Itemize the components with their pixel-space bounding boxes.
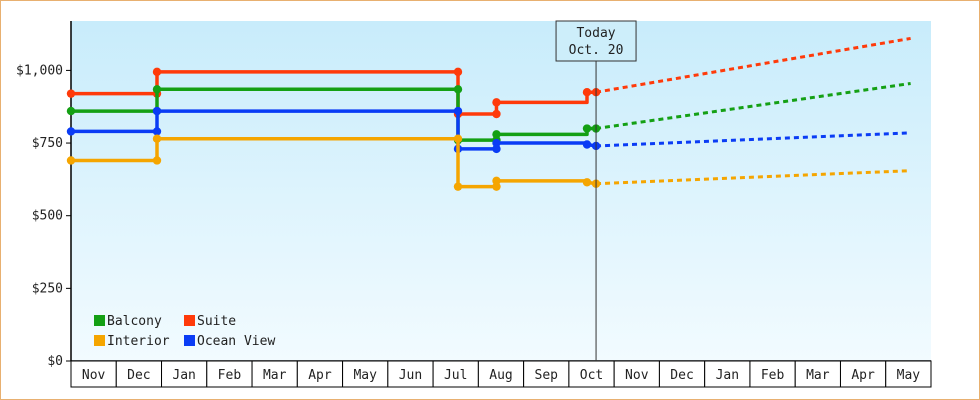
legend-label-suite: Suite [197,314,236,329]
data-point-interior [492,176,501,186]
data-point-ocean-view [152,127,162,136]
data-point-suite [453,67,463,77]
month-label: Jul [444,368,467,383]
month-label: Jun [399,368,422,383]
month-label: May [897,368,921,383]
month-label: Dec [127,368,150,383]
data-point-suite [152,67,162,77]
month-label: Dec [670,368,693,383]
data-point-ocean-view [492,138,501,148]
month-cell [432,360,479,388]
month-cell [613,360,660,388]
legend-label-balcony: Balcony [107,314,162,329]
forecast-line-balcony [595,81,911,131]
y-tick-label: $250 [32,281,63,296]
month-label: Nov [625,368,649,383]
today-callout-box [555,20,637,62]
month-cell [206,360,253,388]
data-point-interior [152,156,162,165]
month-label: Nov [82,368,106,383]
month-cell [251,360,298,388]
data-point-balcony [492,130,501,139]
month-label: Sep [535,368,559,383]
data-point-ocean-view [453,106,463,116]
data-point-interior [66,156,76,165]
data-point-balcony [582,124,592,133]
legend-swatch-balcony [94,315,105,326]
month-cell [296,360,344,388]
forecast-line-interior [595,169,911,186]
data-point-interior [492,182,501,191]
month-label: May [353,368,377,383]
data-point-ocean-view [66,127,76,136]
month-cell [161,360,208,388]
data-point-interior [453,134,463,143]
data-point-balcony [152,85,162,94]
data-point-suite [66,89,76,98]
month-cell [523,360,570,388]
forecast-line-ocean-view [595,131,911,148]
data-point-suite [492,98,501,107]
month-label: Jan [172,368,195,383]
month-cell [387,360,434,388]
month-label: Jan [716,368,739,383]
plot-background [71,21,931,361]
month-label: Apr [851,368,875,383]
today-date-label: Oct. 20 [569,43,624,58]
legend-swatch-suite [184,315,195,326]
data-point-interior [152,134,162,143]
month-cell [885,360,932,388]
data-point-ocean-view [152,106,162,116]
month-cell [342,360,389,388]
month-label: Oct [580,368,603,383]
month-label: Feb [218,368,242,383]
series-line-suite [71,70,597,116]
month-label: Feb [761,368,785,383]
legend-swatch-interior [94,335,105,346]
y-tick-label: $1,000 [16,63,63,78]
month-cell [794,360,841,388]
y-tick-label: $750 [32,136,63,151]
data-point-interior [453,182,463,191]
month-cell [115,360,163,388]
data-point-interior [582,178,592,187]
month-cell [658,360,706,388]
legend-swatch-ocean-view [184,335,195,346]
month-cell [839,360,887,388]
month-cell [749,360,796,388]
y-tick-label: $500 [32,209,63,224]
data-point-balcony [453,85,463,94]
legend-label-interior: Interior [107,334,170,349]
data-point-balcony [66,106,76,116]
data-point-suite [582,87,592,97]
data-point-ocean-view [492,144,501,154]
month-label: Mar [263,368,287,383]
data-point-suite [492,109,501,119]
month-label: Aug [489,368,512,383]
month-cell [704,360,751,388]
month-label: Apr [308,368,332,383]
month-cell [477,360,525,388]
forecast-line-suite [595,36,911,94]
month-label: Mar [806,368,830,383]
legend-label-ocean-view: Ocean View [197,334,275,349]
today-label: Today [576,26,615,41]
data-point-ocean-view [582,140,592,149]
y-tick-label: $0 [47,354,63,369]
